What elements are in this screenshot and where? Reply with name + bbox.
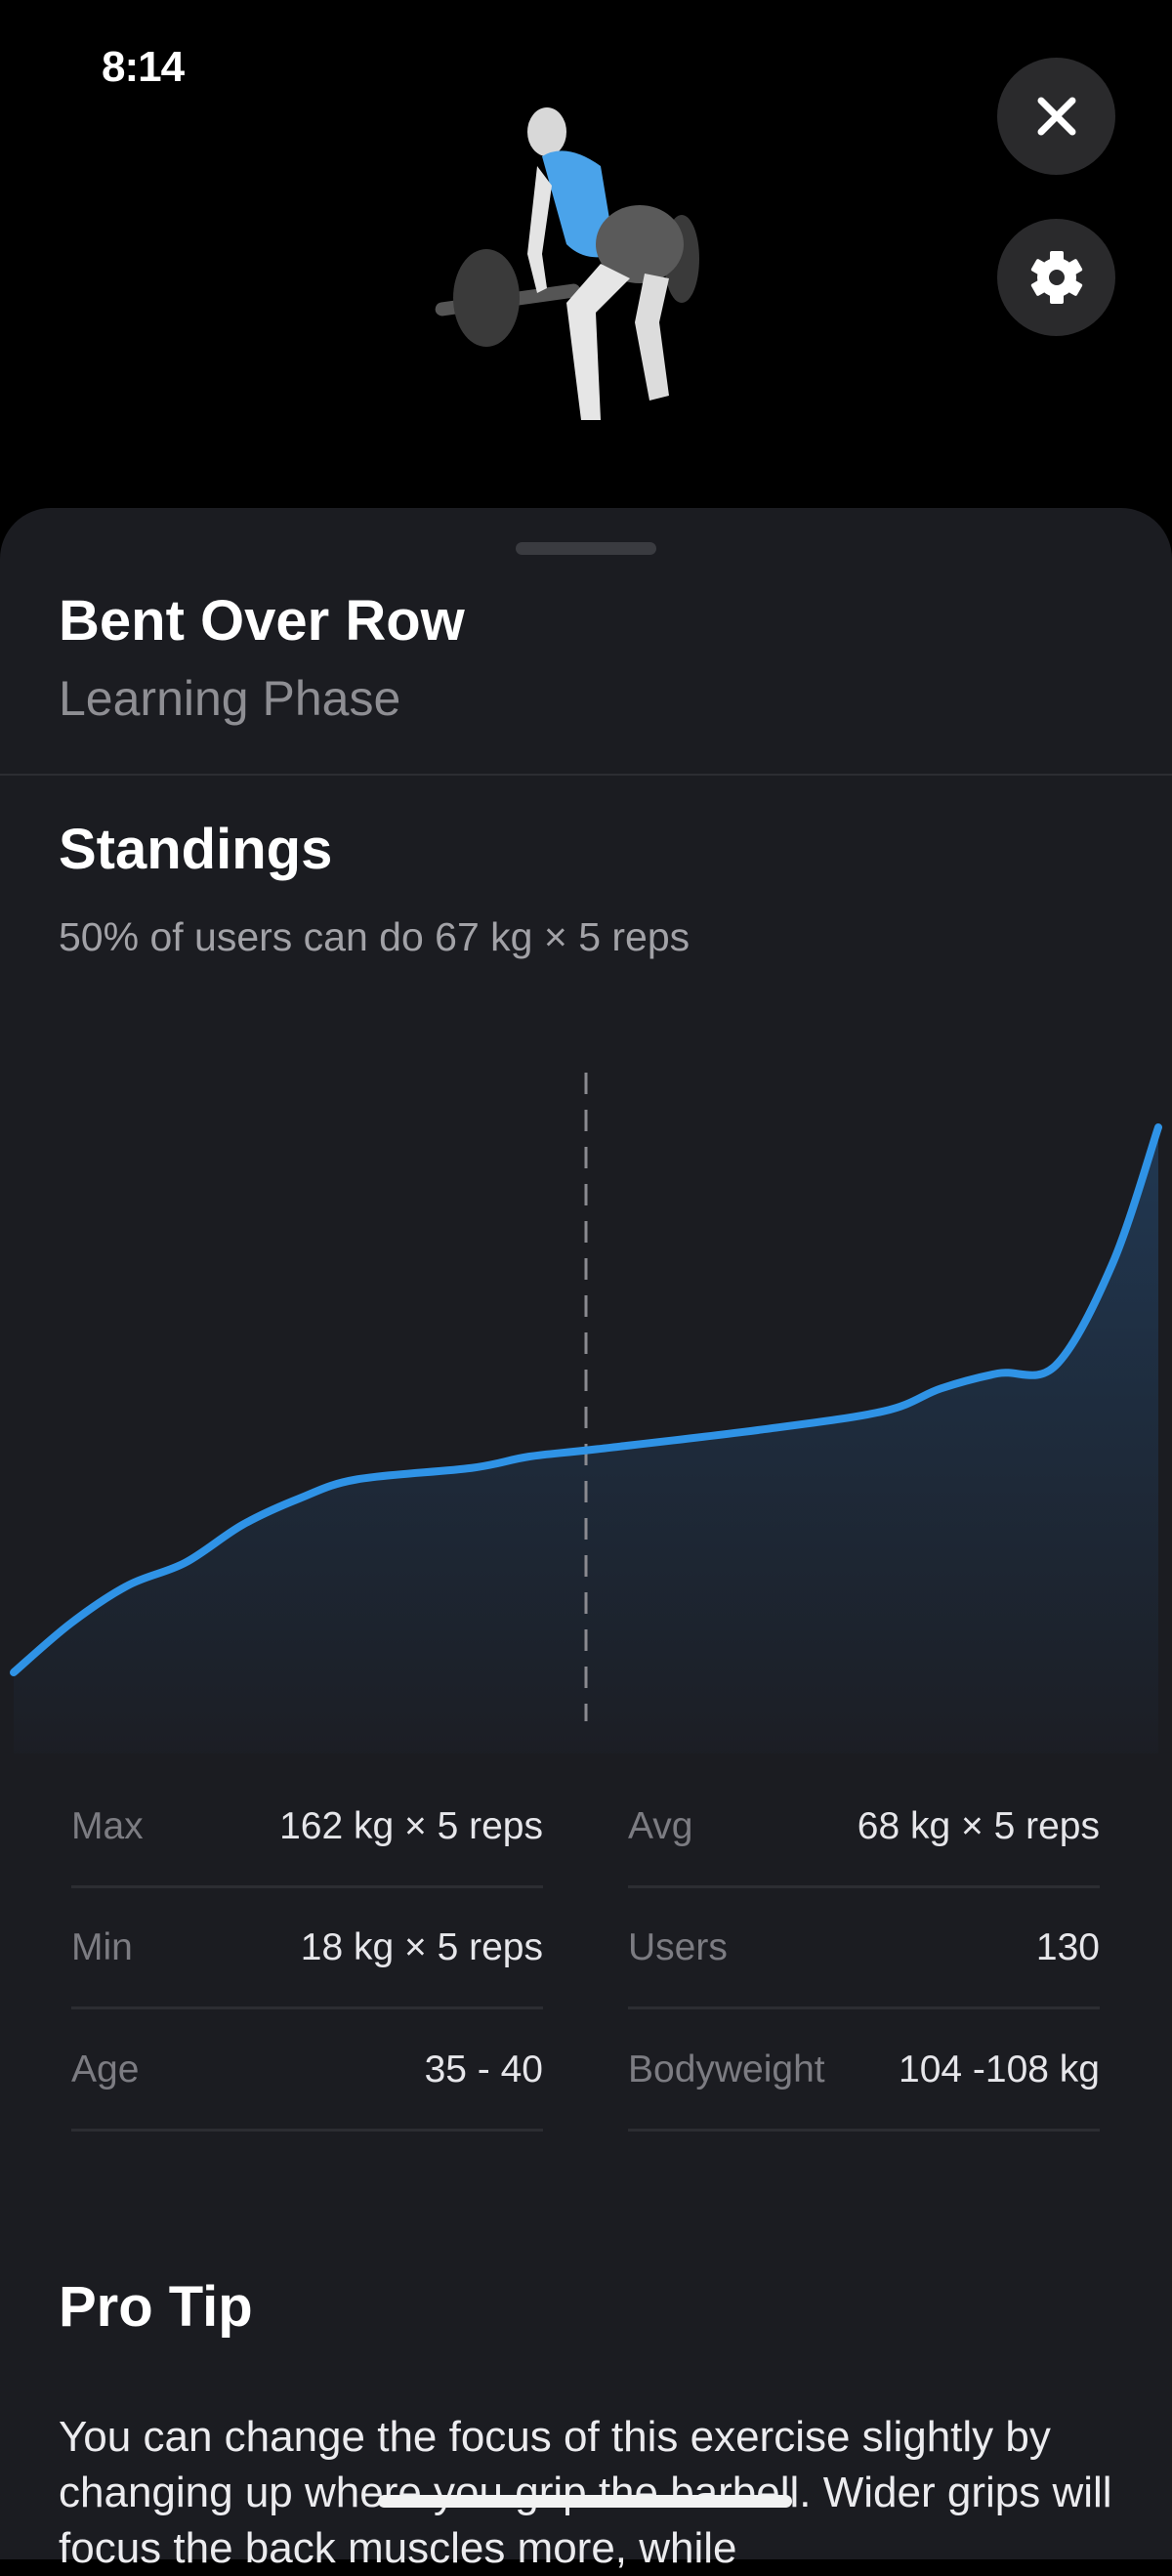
stat-label: Bodyweight: [628, 2048, 825, 2091]
stat-value: 104 -108 kg: [899, 2048, 1100, 2091]
sheet-drag-handle[interactable]: [516, 542, 656, 555]
stat-min: Min 18 kg × 5 reps: [71, 1888, 543, 2009]
stat-value: 162 kg × 5 reps: [279, 1805, 543, 1848]
close-icon: [1035, 95, 1078, 138]
exercise-illustration: [420, 98, 713, 449]
home-indicator[interactable]: [378, 2495, 792, 2508]
divider: [0, 774, 1172, 776]
gear-icon: [1030, 250, 1083, 305]
standings-summary: 50% of users can do 67 kg × 5 reps: [59, 914, 690, 960]
close-button[interactable]: [997, 58, 1115, 175]
settings-button[interactable]: [997, 219, 1115, 336]
stat-max: Max 162 kg × 5 reps: [71, 1767, 543, 1888]
pro-tip-heading: Pro Tip: [59, 2274, 253, 2340]
pro-tip-body: You can change the focus of this exercis…: [59, 2409, 1123, 2576]
stat-value: 18 kg × 5 reps: [301, 1926, 543, 1969]
exercise-title: Bent Over Row: [59, 588, 465, 654]
stat-value: 35 - 40: [425, 2048, 543, 2091]
stat-bodyweight: Bodyweight 104 -108 kg: [628, 2010, 1100, 2132]
stat-users: Users 130: [628, 1888, 1100, 2009]
status-time: 8:14: [102, 43, 184, 92]
stat-label: Max: [71, 1805, 144, 1848]
stat-age: Age 35 - 40: [71, 2010, 543, 2132]
standings-heading: Standings: [59, 817, 332, 882]
stat-label: Min: [71, 1926, 133, 1969]
exercise-phase: Learning Phase: [59, 670, 400, 727]
stat-avg: Avg 68 kg × 5 reps: [628, 1767, 1100, 1888]
stat-value: 68 kg × 5 reps: [858, 1805, 1100, 1848]
stat-value: 130: [1036, 1926, 1100, 1969]
standings-chart: [0, 1026, 1172, 1758]
stat-label: Age: [71, 2048, 139, 2091]
stat-label: Users: [628, 1926, 728, 1969]
stat-label: Avg: [628, 1805, 693, 1848]
